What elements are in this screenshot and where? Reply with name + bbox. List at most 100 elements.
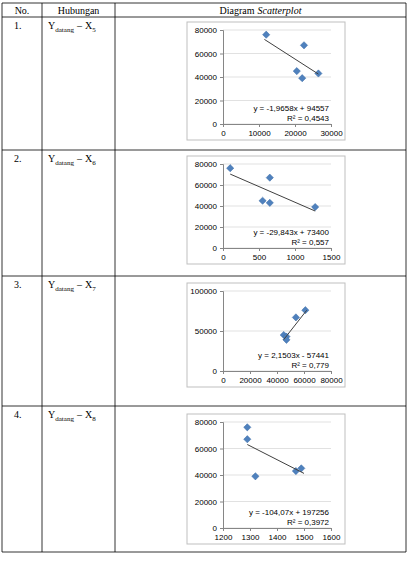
x-axis: 050010001500 [221,248,341,262]
subscript: datang [55,415,74,423]
tick: 10000 [248,124,271,138]
annotation: y = -104,07x + 197256 [249,508,330,517]
subscript: 7 [92,285,96,293]
relation: Ydatang–X6 [48,153,96,167]
tick: 1400 [269,528,287,542]
point [266,174,273,181]
point [227,165,234,172]
tick: 50000 [195,327,223,336]
chart-frame [187,156,345,264]
marks [263,31,322,82]
tick-label: 20000 [239,376,262,385]
tick: 40000 [195,471,223,480]
chart: 020000400006000080000050010001500y = -29… [187,156,345,264]
tick: 20000 [195,498,223,507]
axis-line [224,372,332,375]
plot: 0200004000060000800001200130014001500160… [195,418,341,542]
tick-mark [331,248,332,251]
tick-mark [223,124,224,127]
grid-line [223,77,331,78]
tick-label: 40000 [266,376,289,385]
tick: 20000 [239,371,262,385]
tick-mark [220,185,223,186]
tick-label: 1400 [269,533,287,542]
x-axis: 1200 1300 1400 1500 1600 [215,528,341,542]
grid-line [223,53,331,54]
axis-line [224,249,332,252]
relation-text: Y [48,20,55,31]
tick: 60000 [293,371,316,385]
tick: 40000 [266,371,289,385]
table-rule [115,3,116,552]
tick: 1000 [287,248,305,262]
subscript: datang [55,26,74,34]
subscript: datang [55,285,74,293]
point [259,197,266,204]
point [300,42,307,49]
grid-line [223,501,331,502]
plot: 0200004000060000800000100002000030000y =… [195,26,343,138]
point [266,199,273,206]
row-number: 4. [14,409,22,420]
page: No.HubunganDiagramScatterplot1.Ydatang–X… [0,0,418,566]
tick: 60000 [195,445,223,454]
tick-label: 0 [221,253,226,262]
tick-mark [277,371,278,374]
relation-text: – [76,153,83,164]
chart: 0200004000060000800000100002000030000y =… [187,22,345,140]
annotation: y = -29,843x + 73400 [253,228,329,237]
tick-label: 60000 [195,50,218,59]
tick-label: 80000 [195,160,218,169]
grid-line [223,185,331,186]
subscript: 8 [92,415,96,423]
tick-label: 40000 [195,73,218,82]
grid [223,291,331,371]
tick-mark [220,291,223,292]
tick-label: 20000 [284,129,307,138]
axis-line [220,31,224,125]
tick: 20000 [195,97,223,106]
relation-text: Y [48,279,55,290]
header-cell: No. [15,5,30,16]
tick-label: 10000 [248,129,271,138]
table-rule [2,3,3,552]
annotation: R² = 0,4543 [287,114,330,123]
tick-label: 80000 [195,26,218,35]
tick: 20000 [195,223,223,232]
point [244,436,251,443]
tick-label: 1200 [215,533,233,542]
tick-label: 0 [213,367,218,376]
relation-text: Y [48,409,55,420]
chart-frame [187,22,345,140]
table-rule [2,3,406,4]
tick-label: 20000 [195,498,218,507]
subscript: 6 [92,159,96,167]
tick-mark [220,528,223,529]
relation: Ydatang–X5 [48,20,96,34]
tick-mark [331,124,332,127]
axis-line [220,423,224,529]
tick-mark [220,30,223,31]
tick-mark [220,449,223,450]
tick: 1600 [323,528,341,542]
tick-label: 0 [213,244,218,253]
annotation: R² = 0,3972 [287,518,330,527]
tick-label: 1500 [296,533,314,542]
tick-label: 1300 [242,533,260,542]
plot: 050000100000020000400006000080000y = 2,1… [190,287,343,385]
x-axis: 0100002000030000 [221,124,343,138]
grid [223,164,331,248]
annotation: R² = 0,779 [291,361,329,370]
relation-text: – [76,279,83,290]
grid [223,422,331,528]
table-rule [2,150,406,151]
tick: 0 [221,248,226,262]
tick-mark [223,528,224,531]
subscript: 5 [92,26,96,34]
tick-label: 30000 [320,129,343,138]
grid-line [223,164,331,165]
grid-line [223,422,331,423]
grid-line [223,475,331,476]
axis-line [224,125,332,128]
grid-line [223,448,331,449]
